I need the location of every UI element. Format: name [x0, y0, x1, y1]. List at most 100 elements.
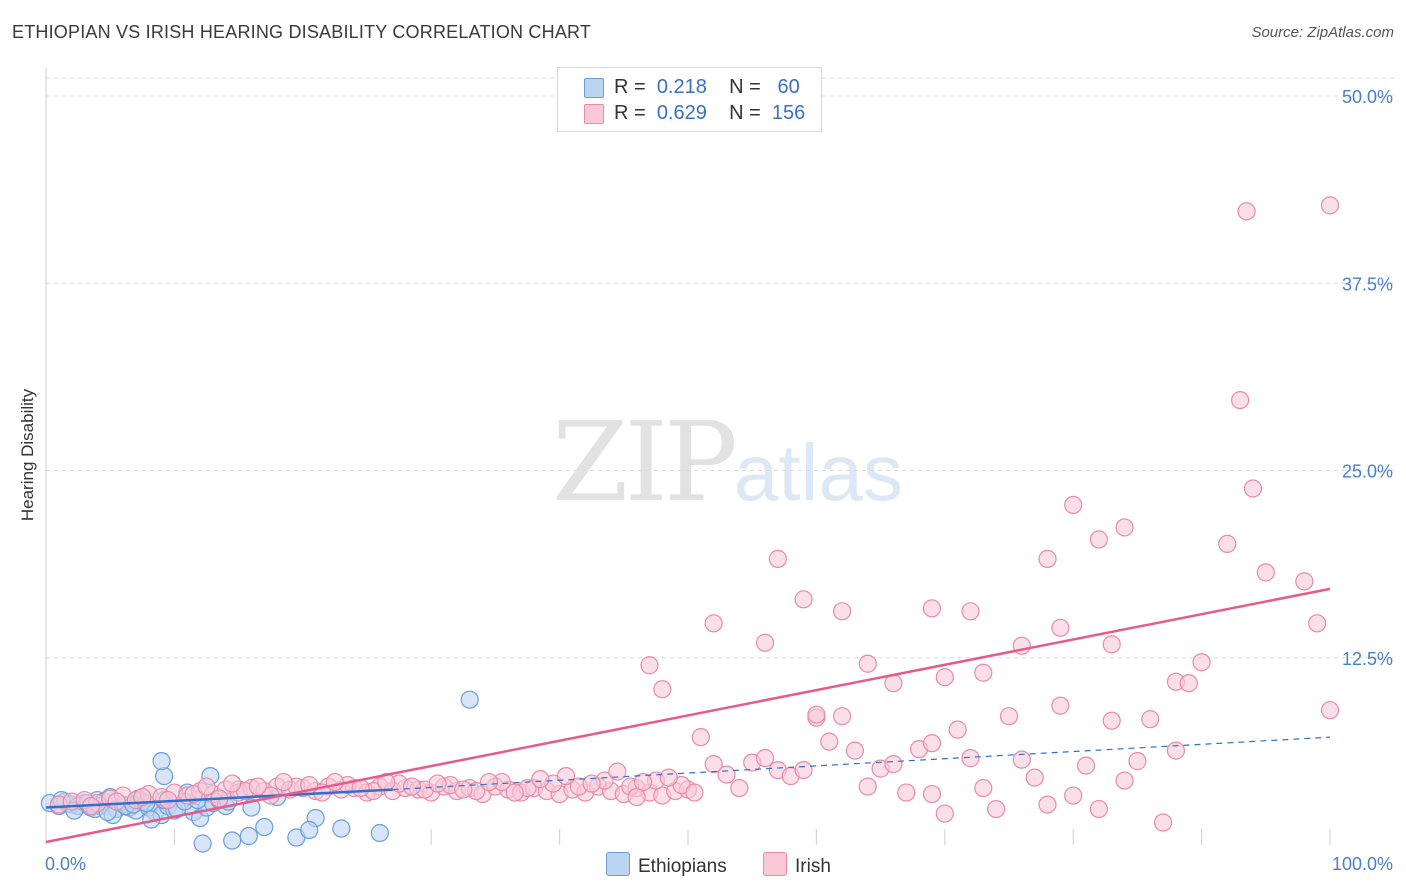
y-tick-label: 37.5%	[1342, 274, 1393, 294]
grid-lines	[46, 77, 1395, 659]
irish-point	[794, 760, 813, 780]
irish-swatch	[584, 104, 604, 124]
irish-point	[935, 804, 954, 823]
irish-point	[884, 755, 903, 774]
irish-point	[1256, 563, 1275, 582]
irish-point	[922, 734, 942, 753]
irish-point	[1051, 696, 1070, 715]
irish-point	[640, 656, 659, 675]
irish-point	[935, 668, 954, 687]
irish-point	[274, 772, 293, 792]
irish-point	[325, 772, 344, 792]
irish-point	[717, 765, 736, 784]
irish-point	[1320, 701, 1340, 720]
ethiopians-n-value: 60	[777, 76, 800, 98]
irish-point	[556, 766, 576, 786]
irish-point	[922, 599, 942, 618]
irish-point	[961, 602, 980, 621]
irish-point	[961, 749, 980, 768]
irish-point	[1320, 196, 1340, 215]
irish-point	[1025, 768, 1044, 787]
legend-r-label: R =	[614, 102, 646, 124]
irish-point	[1153, 813, 1173, 832]
irish-r-value: 0.629	[656, 102, 707, 124]
irish-point	[1237, 202, 1256, 221]
irish-trend-line	[45, 587, 1331, 844]
irish-point	[107, 792, 126, 811]
irish-point	[730, 778, 749, 798]
irish-point	[820, 732, 839, 751]
irish-point	[1231, 390, 1250, 410]
irish-point	[1295, 572, 1314, 591]
irish-point	[402, 777, 422, 796]
ethiopians-point	[152, 752, 171, 771]
ethiopians-r-value: 0.218	[656, 76, 707, 98]
y-tick-label: 25.0%	[1342, 462, 1393, 482]
irish-point	[948, 720, 967, 739]
y-tick-label: 50.0%	[1342, 87, 1393, 107]
irish-point	[197, 777, 216, 796]
irish-point	[627, 787, 646, 807]
irish-point	[1179, 674, 1198, 693]
ethiopians-trend-extension	[392, 736, 1331, 791]
irish-point	[858, 777, 877, 796]
ethiopians-legend-swatch	[606, 852, 630, 876]
irish-point	[1089, 799, 1108, 819]
irish-point	[1064, 786, 1083, 805]
irish-point	[653, 680, 672, 699]
irish-point	[1038, 549, 1057, 568]
irish-point	[1089, 530, 1108, 549]
irish-point	[582, 774, 601, 793]
irish-point	[704, 755, 723, 774]
ethiopians-point	[332, 819, 351, 838]
irish-point	[1308, 614, 1327, 633]
irish-point	[1192, 653, 1211, 672]
irish-point	[1166, 741, 1186, 760]
irish-point	[685, 783, 704, 802]
watermark-atlas: atlas	[733, 428, 903, 517]
irish-legend-label: Irish	[795, 856, 831, 877]
legend-n-label: N =	[729, 102, 761, 124]
irish-point	[1141, 710, 1160, 729]
irish-point	[1115, 518, 1134, 537]
irish-point	[768, 549, 787, 568]
irish-point	[1076, 756, 1096, 775]
y-tick-label: 12.5%	[1342, 649, 1393, 669]
irish-point	[531, 769, 550, 789]
irish-point	[1115, 771, 1134, 790]
y-axis-title: Hearing Disability	[18, 388, 37, 521]
ethiopians-points	[40, 690, 479, 853]
irish-points	[49, 196, 1340, 832]
ethiopians-point	[155, 766, 174, 786]
irish-point	[1128, 752, 1147, 771]
irish-point	[505, 783, 524, 802]
irish-point	[832, 707, 852, 726]
zipatlas-watermark: ZIPatlas	[552, 398, 903, 526]
irish-point	[999, 707, 1019, 726]
watermark-zip: ZIP	[552, 398, 738, 526]
ethiopians-trend-line	[45, 788, 393, 809]
irish-point	[223, 774, 242, 793]
irish-point	[1012, 750, 1031, 769]
irish-point	[858, 654, 877, 673]
irish-point	[1102, 711, 1121, 730]
irish-point	[1051, 618, 1070, 637]
x-tick-label: 0.0%	[45, 854, 86, 874]
irish-point	[633, 772, 653, 792]
source-label: Source: ZipAtlas.com	[1251, 24, 1394, 41]
legend-r-label: R =	[614, 76, 646, 98]
ethiopians-point	[460, 690, 479, 709]
irish-point	[832, 602, 852, 621]
x-tick-label: 100.0%	[1332, 854, 1393, 874]
ethiopians-point	[255, 817, 274, 837]
irish-point	[807, 705, 826, 724]
legend-n-label: N =	[729, 76, 761, 98]
irish-point	[755, 749, 775, 768]
irish-point	[845, 741, 865, 760]
irish-point	[428, 774, 447, 793]
irish-point	[1243, 479, 1263, 498]
ethiopians-point	[370, 823, 389, 843]
irish-point	[479, 772, 499, 792]
ethiopians-point	[223, 831, 242, 850]
